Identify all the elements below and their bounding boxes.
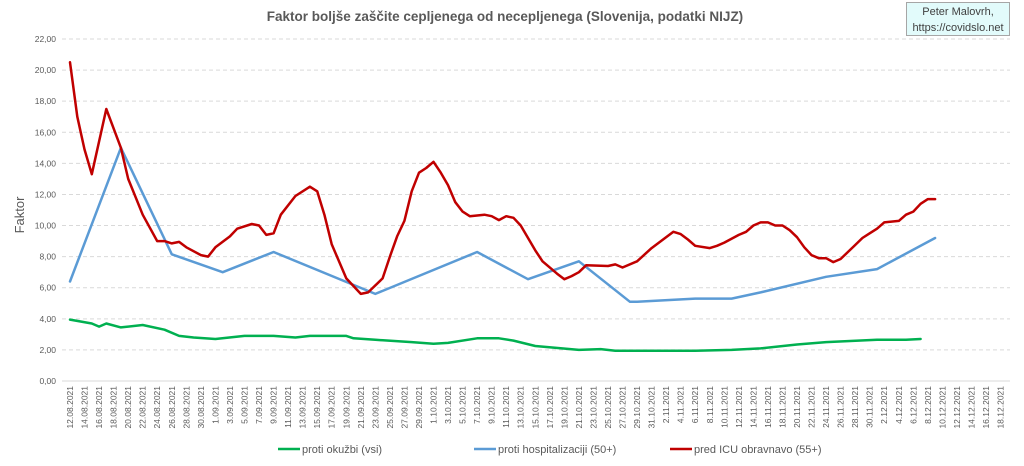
legend-label: proti okužbi (vsi) <box>302 444 382 456</box>
y-tick-label: 2,00 <box>39 345 56 355</box>
x-tick-label: 10.12.2021 <box>937 386 947 429</box>
x-tick-label: 14.11.2021 <box>748 386 758 428</box>
author-credit-box: Peter Malovrh, https://covidslo.net <box>906 2 1010 36</box>
author-name: Peter Malovrh, <box>922 6 994 18</box>
x-tick-label: 25.10.2021 <box>603 386 613 429</box>
x-tick-label: 31.10.2021 <box>647 386 657 429</box>
y-tick-label: 8,00 <box>39 252 56 262</box>
x-tick-label: 11.10.2021 <box>501 386 511 428</box>
y-tick-label: 16,00 <box>35 127 57 137</box>
y-tick-label: 0,00 <box>39 376 56 386</box>
series-lines <box>68 61 937 352</box>
x-tick-label: 30.11.2021 <box>865 386 875 428</box>
x-tick-label: 4.11.2021 <box>676 386 686 423</box>
x-tick-label: 14.08.2021 <box>80 386 90 429</box>
y-tick-label: 10,00 <box>35 221 57 231</box>
x-tick-label: 27.09.2021 <box>399 386 409 429</box>
x-tick-label: 5.09.2021 <box>239 386 249 424</box>
x-tick-label: 2.11.2021 <box>661 386 671 423</box>
x-tick-label: 9.09.2021 <box>269 386 279 424</box>
x-tick-label: 3.10.2021 <box>443 386 453 424</box>
gridlines <box>62 38 1010 382</box>
x-tick-label: 27.10.2021 <box>618 386 628 429</box>
x-tick-label: 20.11.2021 <box>792 386 802 428</box>
x-tick-label: 15.09.2021 <box>312 386 322 429</box>
x-tick-label: 1.09.2021 <box>210 386 220 424</box>
x-tick-label: 3.09.2021 <box>225 386 235 424</box>
x-tick-label: 7.09.2021 <box>254 386 264 424</box>
x-tick-label: 16.11.2021 <box>763 386 773 428</box>
x-tick-label: 18.12.2021 <box>996 386 1006 429</box>
series-line <box>68 318 922 352</box>
x-tick-label: 13.09.2021 <box>298 386 308 429</box>
x-tick-label: 12.08.2021 <box>65 386 75 429</box>
x-tick-label: 18.08.2021 <box>109 386 119 429</box>
x-tick-label: 15.10.2021 <box>530 386 540 429</box>
x-tick-label: 26.11.2021 <box>836 386 846 428</box>
series-line <box>68 61 937 296</box>
y-tick-label: 22,00 <box>35 34 57 44</box>
x-tick-label: 18.11.2021 <box>777 386 787 428</box>
x-tick-label: 29.10.2021 <box>632 386 642 429</box>
x-tick-label: 19.09.2021 <box>341 386 351 429</box>
y-tick-label: 18,00 <box>35 96 57 106</box>
x-tick-label: 11.09.2021 <box>283 386 293 428</box>
x-tick-label: 16.12.2021 <box>981 386 991 429</box>
y-tick-label: 14,00 <box>35 158 57 168</box>
series-line <box>68 146 937 303</box>
x-tick-label: 28.11.2021 <box>850 386 860 428</box>
x-tick-label: 12.12.2021 <box>952 386 962 429</box>
x-tick-label: 23.09.2021 <box>370 386 380 429</box>
x-tick-label: 9.10.2021 <box>487 386 497 424</box>
x-tick-label: 6.11.2021 <box>690 386 700 423</box>
x-tick-label: 24.08.2021 <box>152 386 162 429</box>
x-tick-label: 7.10.2021 <box>472 386 482 424</box>
x-tick-label: 10.11.2021 <box>719 386 729 428</box>
x-tick-label: 22.11.2021 <box>807 386 817 428</box>
x-tick-label: 8.11.2021 <box>705 386 715 423</box>
x-tick-label: 30.08.2021 <box>196 386 206 429</box>
chart-title: Faktor boljše zaščite cepljenega od nece… <box>267 9 743 24</box>
legend-label: proti hospitalizaciji (50+) <box>498 444 616 456</box>
x-tick-label: 28.08.2021 <box>181 386 191 429</box>
x-tick-label: 21.09.2021 <box>356 386 366 429</box>
x-tick-label: 12.11.2021 <box>734 386 744 428</box>
x-tick-label: 21.10.2021 <box>574 386 584 429</box>
x-tick-label: 1.10.2021 <box>429 386 439 424</box>
x-tick-label: 19.10.2021 <box>559 386 569 429</box>
x-tick-label: 2.12.2021 <box>879 386 889 424</box>
x-tick-label: 5.10.2021 <box>458 386 468 424</box>
x-tick-label: 23.10.2021 <box>588 386 598 429</box>
y-tick-label: 6,00 <box>39 283 56 293</box>
x-tick-label: 16.08.2021 <box>94 386 104 429</box>
x-tick-label: 13.10.2021 <box>516 386 526 429</box>
y-tick-label: 12,00 <box>35 189 57 199</box>
author-link: https://covidslo.net <box>912 22 1004 34</box>
x-tick-label: 22.08.2021 <box>138 386 148 429</box>
y-axis-label: Faktor <box>12 196 27 234</box>
x-tick-label: 17.10.2021 <box>545 386 555 429</box>
x-tick-label: 29.09.2021 <box>414 386 424 429</box>
legend-label: pred ICU obravnavo (55+) <box>694 444 821 456</box>
y-tick-label: 4,00 <box>39 314 56 324</box>
x-tick-label: 24.11.2021 <box>821 386 831 428</box>
legend: proti okužbi (vsi) proti hospitalizaciji … <box>278 444 821 456</box>
x-tick-label: 6.12.2021 <box>908 386 918 424</box>
x-tick-label: 8.12.2021 <box>923 386 933 424</box>
x-axis-ticks: 12.08.2021 14.08.2021 16.08.2021 18.08.2021… <box>65 386 1006 429</box>
x-tick-label: 26.08.2021 <box>167 386 177 429</box>
y-tick-label: 20,00 <box>35 65 57 75</box>
x-tick-label: 20.08.2021 <box>123 386 133 429</box>
x-tick-label: 25.09.2021 <box>385 386 395 429</box>
x-tick-label: 17.09.2021 <box>327 386 337 429</box>
x-tick-label: 4.12.2021 <box>894 386 904 424</box>
y-axis-ticks: 0,00 2,00 4,00 6,00 8,00 10,00 12,00 14,00 16,00… <box>35 34 57 386</box>
x-tick-label: 14.12.2021 <box>966 386 976 429</box>
